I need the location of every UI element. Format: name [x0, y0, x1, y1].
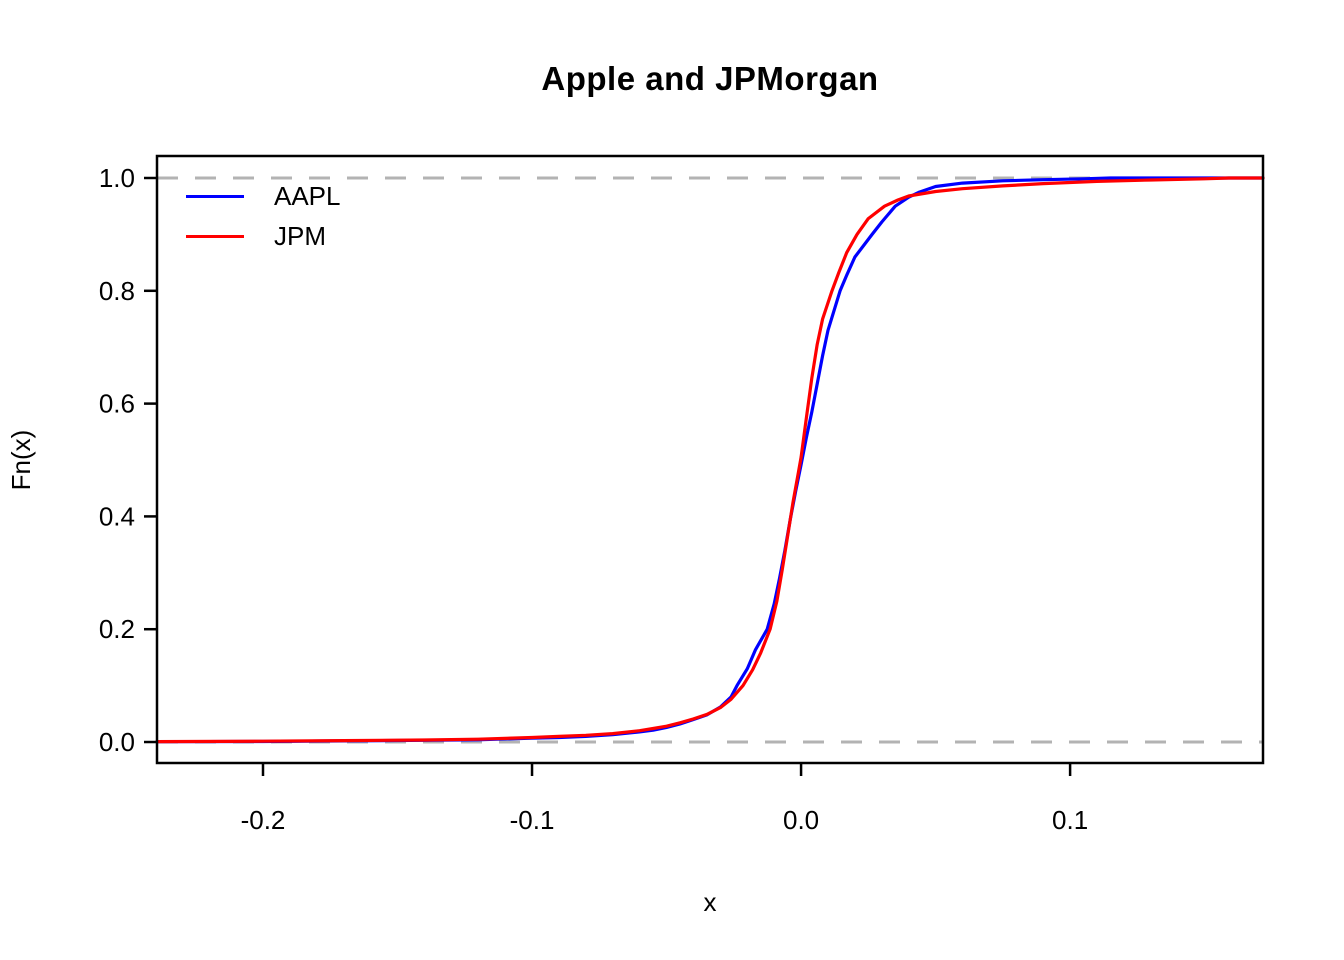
legend-label-jpm: JPM: [274, 221, 326, 251]
x-tick-label: -0.1: [510, 805, 555, 835]
legend-item-jpm: JPM: [186, 216, 341, 256]
y-tick-label: 1.0: [99, 163, 135, 193]
reference-lines: [157, 176, 1263, 744]
aapl-line-swatch: [186, 194, 244, 198]
x-tick-label: 0.1: [1052, 805, 1088, 835]
legend-label-aapl: AAPL: [274, 181, 341, 211]
y-tick-label: 0.2: [99, 614, 135, 644]
x-axis-label: x: [704, 887, 717, 917]
y-tick-label: 0.0: [99, 727, 135, 757]
chart-title: Apple and JPMorgan: [541, 60, 879, 97]
axes: -0.2 -0.1 0.0 0.1 0.0 0.2 0.4 0.6 0.8 1.0: [99, 154, 1265, 835]
legend-item-aapl: AAPL: [186, 176, 341, 216]
y-tick-label: 0.4: [99, 501, 135, 531]
jpm-line-swatch: [186, 234, 244, 238]
y-tick-label: 0.6: [99, 389, 135, 419]
y-axis-label: Fn(x): [6, 430, 36, 491]
x-tick-label: 0.0: [783, 805, 819, 835]
series-line-jpm: [155, 176, 1265, 744]
legend: AAPL JPM: [186, 176, 341, 256]
plot-box: [155, 154, 1265, 765]
y-tick-label: 0.8: [99, 276, 135, 306]
series-curves: [155, 176, 1265, 744]
series-line-aapl: [155, 176, 1265, 744]
x-tick-label: -0.2: [241, 805, 286, 835]
